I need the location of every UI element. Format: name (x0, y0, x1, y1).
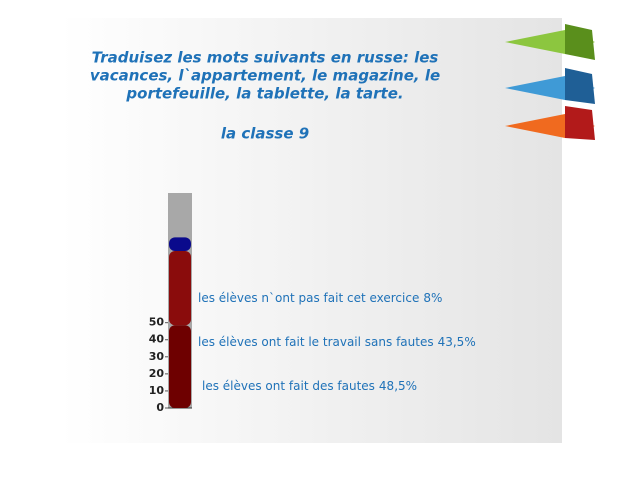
y-tick-label: 50 (149, 316, 165, 329)
bar-segment (169, 251, 191, 326)
panel (60, 18, 562, 443)
title-line: portefeuille, la tablette, la tarte. (125, 85, 403, 103)
value-label: 43,5% (438, 335, 476, 349)
series-label: les élèves ont fait le travail sans faut… (198, 335, 476, 349)
y-tick-label: 30 (149, 350, 165, 363)
y-tick-label: 40 (149, 333, 165, 346)
value-label: 48,5% (379, 379, 417, 393)
y-tick-label: 0 (156, 401, 164, 414)
y-tick-label: 20 (149, 367, 165, 380)
bar-segment (169, 237, 191, 252)
series-label: les élèves ont fait des fautes 48,5% (202, 379, 417, 393)
series-name: les élèves n`ont pas fait cet exercice (198, 291, 419, 305)
title-line: Traduisez les mots suivants en russe: le… (92, 49, 439, 67)
subtitle: la classe 9 (221, 125, 309, 143)
y-tick-label: 10 (149, 384, 165, 397)
bar-segment (169, 325, 191, 408)
series-label: les élèves n`ont pas fait cet exercice 8% (198, 291, 442, 305)
title-line: vacances, l`appartement, le magazine, le (90, 67, 440, 85)
series-name: les élèves ont fait le travail sans faut… (198, 335, 434, 349)
value-label: 8% (423, 291, 442, 305)
decor-arrows (505, 24, 595, 140)
series-name: les élèves ont fait des fautes (202, 379, 375, 393)
